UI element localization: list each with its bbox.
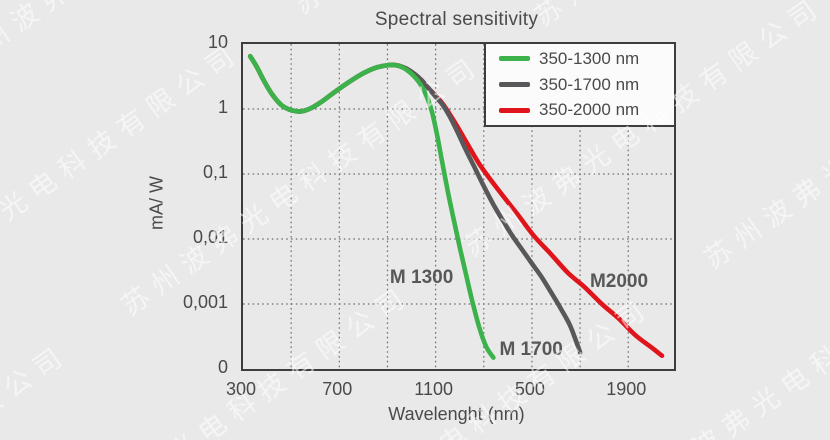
legend-item: 350-1300 nm bbox=[499, 48, 674, 70]
x-tick-label: 500 bbox=[514, 379, 545, 399]
y-tick-label: 0,01 bbox=[192, 227, 228, 247]
legend-label: 350-2000 nm bbox=[539, 100, 640, 120]
legend-label: 350-1700 nm bbox=[539, 74, 640, 94]
legend-item: 350-1700 nm bbox=[499, 74, 674, 96]
y-tick-label: 10 bbox=[207, 32, 228, 52]
chart-title: Spectral sensitivity bbox=[374, 9, 539, 30]
y-tick-label: 1 bbox=[217, 97, 228, 117]
legend: 350-1300 nm 350-1700 nm 350-2000 nm bbox=[484, 44, 674, 127]
x-tick-label: 1100 bbox=[414, 379, 453, 399]
curve-annotation: M 1700 bbox=[499, 339, 563, 361]
y-axis-title: mA/ W bbox=[146, 176, 167, 230]
curve-annotation: M2000 bbox=[589, 271, 649, 293]
legend-line-swatch-icon bbox=[499, 107, 530, 113]
x-tick-label: 700 bbox=[322, 379, 353, 399]
x-tick-label: 1900 bbox=[606, 379, 647, 399]
legend-line-swatch-icon bbox=[499, 82, 530, 87]
curve-annotation: M 1300 bbox=[389, 267, 454, 289]
y-tick-label: 0,1 bbox=[202, 162, 228, 182]
legend-label: 350-1300 nm bbox=[539, 48, 640, 68]
series-line-350-1300-nm bbox=[247, 53, 496, 360]
legend-item: 350-2000 nm bbox=[499, 99, 674, 121]
y-tick-label: 0 bbox=[217, 357, 228, 377]
x-tick-label: 300 bbox=[225, 379, 257, 399]
y-tick-label: 0,001 bbox=[182, 292, 228, 312]
x-axis-title: Wavelenght (nm) bbox=[388, 404, 525, 424]
legend-line-swatch-icon bbox=[499, 56, 530, 62]
plot-area: 350-1300 nm 350-1700 nm 350-2000 nm bbox=[241, 42, 676, 371]
